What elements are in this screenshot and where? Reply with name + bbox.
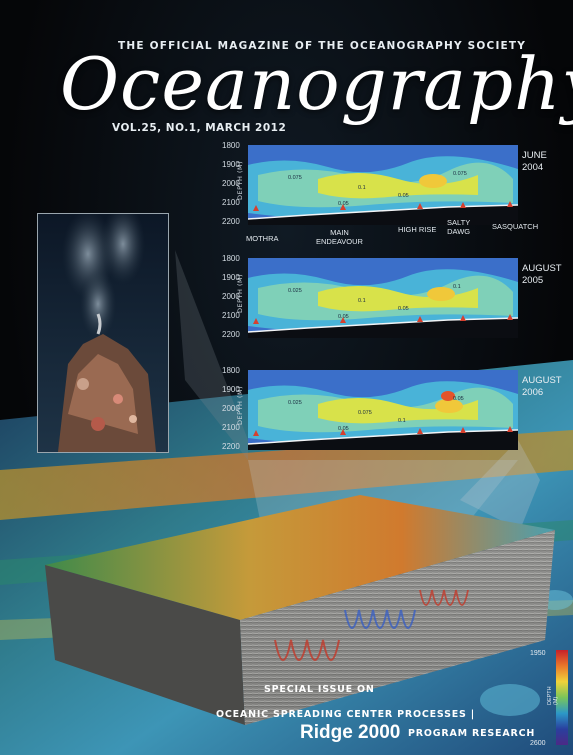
contour-label: 0.075	[288, 175, 302, 181]
program-name: Ridge 2000	[300, 722, 401, 743]
site-marker	[460, 202, 466, 208]
contour-label: 0.075	[453, 171, 467, 177]
depth-panel-1: 0.075 0.1 0.05 0.05 0.075	[247, 145, 519, 225]
site-marker	[340, 317, 346, 323]
contour-label: 0.025	[288, 288, 302, 294]
panel-date-label: AUGUST 2006	[522, 375, 562, 398]
issue-info: VOL.25, NO.1, MARCH 2012	[112, 122, 287, 134]
vent-site-name: SASQUATCH	[492, 222, 539, 231]
depth-tick-label: 2200	[222, 330, 240, 339]
hydrothermal-vent-photo	[37, 213, 169, 453]
panel-date-label: AUGUST 2005	[522, 263, 562, 286]
site-marker	[253, 205, 259, 211]
vent-site-name: HIGH RISE	[398, 225, 437, 234]
depth-panel-2: 0.025 0.1 0.05 0.05 0.1	[247, 258, 519, 338]
site-marker	[417, 316, 423, 322]
depth-tick-label: 2000	[222, 292, 240, 301]
depth-tick-label: 1900	[222, 385, 240, 394]
site-marker	[253, 318, 259, 324]
site-marker	[253, 430, 259, 436]
depth-tick-label: 2100	[222, 423, 240, 432]
depth-axis-title: DEPTH (M)	[236, 160, 244, 200]
contour-label: 0.1	[398, 418, 406, 424]
depth-tick-label: 2200	[222, 442, 240, 451]
contour-label: 0.1	[358, 185, 366, 191]
colorbar-title: DEPTH (M)	[547, 686, 559, 705]
site-marker	[340, 429, 346, 435]
program-suffix: PROGRAM RESEARCH	[408, 728, 536, 739]
depth-tick-label: 2000	[222, 404, 240, 413]
contour-label: 0.05	[398, 306, 409, 312]
magazine-title: Oceanography	[60, 42, 573, 126]
issue-topic: OCEANIC SPREADING CENTER PROCESSES |	[216, 709, 476, 720]
site-marker	[507, 201, 513, 207]
site-marker	[460, 427, 466, 433]
depth-tick-label: 1900	[222, 273, 240, 282]
depth-panel-3: 0.025 0.075 0.1 0.05 0.05	[247, 370, 519, 450]
contour-label: 0.1	[453, 284, 461, 290]
depth-colorbar	[556, 650, 568, 745]
site-marker	[417, 203, 423, 209]
contour-label: 0.075	[358, 410, 372, 416]
depth-tick-label: 1800	[222, 254, 240, 263]
site-marker	[507, 426, 513, 432]
depth-tick-label: 2000	[222, 179, 240, 188]
special-issue-label: SPECIAL ISSUE ON	[264, 684, 375, 695]
contour-label: 0.05	[453, 396, 464, 402]
plume-contour-plot	[247, 258, 519, 338]
contour-label: 0.025	[288, 400, 302, 406]
vent-site-name: MOTHRA	[246, 234, 279, 243]
site-marker	[340, 204, 346, 210]
site-marker	[507, 314, 513, 320]
depth-tick-label: 1800	[222, 141, 240, 150]
depth-tick-label: 1900	[222, 160, 240, 169]
depth-tick-label: 2200	[222, 217, 240, 226]
depth-tick-label: 2100	[222, 311, 240, 320]
depth-axis-title: DEPTH (M)	[236, 273, 244, 313]
vent-site-name: MAIN ENDEAVOUR	[316, 228, 363, 246]
contour-label: 0.05	[398, 193, 409, 199]
depth-tick-label: 2100	[222, 198, 240, 207]
cover-tagline: THE OFFICIAL MAGAZINE OF THE OCEANOGRAPH…	[118, 40, 527, 52]
vent-site-name: SALTY DAWG	[447, 218, 471, 236]
panel-date-label: JUNE 2004	[522, 150, 547, 173]
plume-contour-plot	[247, 370, 519, 450]
site-marker	[460, 315, 466, 321]
contour-label: 0.1	[358, 298, 366, 304]
depth-axis-title: DEPTH (M)	[236, 385, 244, 425]
site-marker	[417, 428, 423, 434]
plume-contour-plot	[247, 145, 519, 225]
colorbar-top-label: 1950	[530, 650, 546, 657]
colorbar-bottom-label: 2600	[530, 740, 546, 747]
depth-tick-label: 1800	[222, 366, 240, 375]
